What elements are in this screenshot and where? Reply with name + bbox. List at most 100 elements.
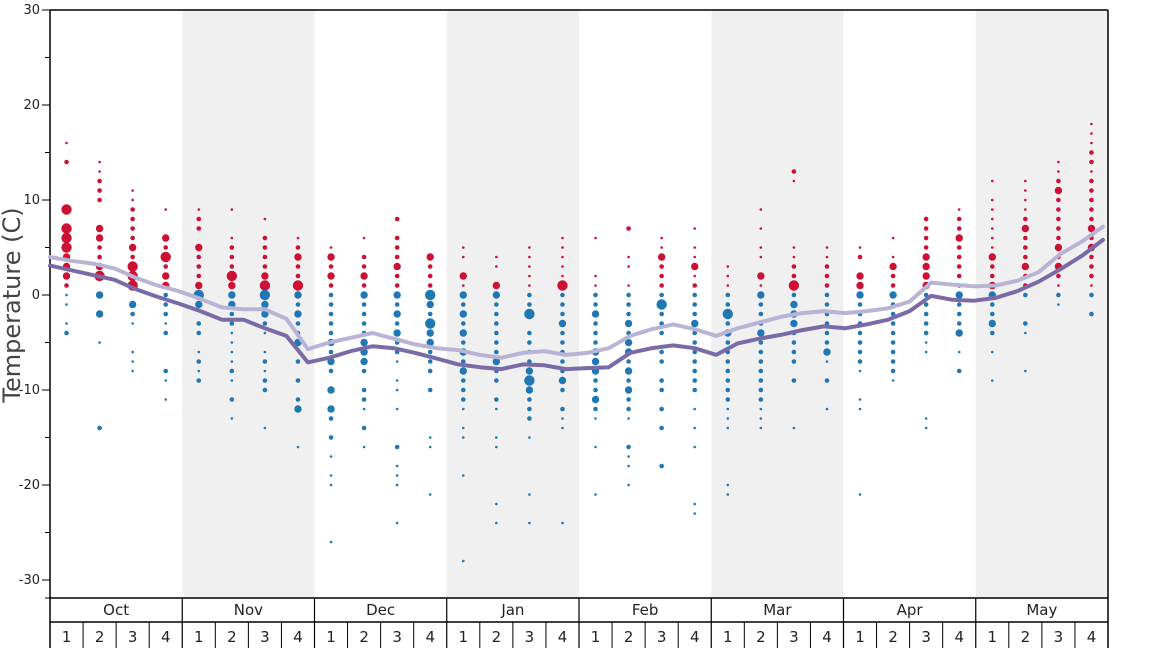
temp-dot-w16-283 (560, 330, 565, 336)
temp-dot-w9-136 (328, 292, 334, 298)
temp-dot-w1-9 (64, 283, 69, 288)
temp-dot-w17-304 (591, 357, 600, 366)
temp-dot-w21-391 (726, 417, 730, 420)
temp-dot-w21-386 (725, 368, 731, 374)
temp-dot-w29-513 (990, 198, 994, 202)
temp-dot-w4-47 (162, 234, 170, 242)
temp-dot-w21-375 (726, 265, 730, 268)
temp-dot-w6-79 (229, 245, 235, 250)
temp-dot-w17-299 (591, 310, 600, 318)
temp-dot-w19-338 (659, 264, 664, 269)
temp-dot-w23-426 (790, 319, 798, 328)
temp-dot-w29-528 (990, 350, 994, 354)
week-label-dec-2: 2 (359, 628, 369, 646)
temp-dot-w6-86 (229, 311, 235, 317)
temp-dot-w17-301 (593, 330, 598, 336)
week-label-mar-2: 2 (756, 628, 766, 646)
temp-dot-w22-405 (757, 329, 765, 337)
temp-dot-w21-383 (725, 340, 731, 345)
temp-dot-w1-8 (62, 272, 71, 280)
temp-dot-w18-331 (626, 444, 631, 450)
temp-dot-w11-187 (395, 379, 399, 382)
temp-dot-w21-379 (725, 302, 731, 307)
temp-dot-w8-114 (296, 236, 300, 240)
week-label-apr-3: 3 (921, 628, 931, 646)
week-label-jan-4: 4 (558, 628, 568, 646)
temp-dot-w2-17 (97, 188, 102, 193)
temp-dot-w5-70 (195, 300, 203, 309)
temp-dot-w29-529 (990, 379, 994, 382)
temp-dot-w3-35 (128, 243, 137, 252)
temp-dot-w19-348 (659, 378, 664, 383)
temp-dot-w14-238 (494, 311, 499, 317)
temp-dot-w23-428 (791, 340, 797, 345)
temp-dot-w11-174 (394, 245, 400, 250)
shade-may (975, 10, 1108, 598)
temp-dot-w30-544 (1024, 331, 1027, 335)
temp-dot-w8-128 (295, 397, 301, 402)
temp-dot-w18-328 (626, 397, 631, 402)
temp-dot-w32-579 (1090, 284, 1093, 287)
month-label-apr: Apr (897, 601, 924, 619)
temp-dot-w14-233 (495, 255, 498, 259)
temp-dot-w16-288 (558, 376, 567, 385)
week-label-jan-3: 3 (525, 628, 535, 646)
temp-dot-w8-118 (295, 273, 301, 279)
temp-dot-w25-463 (858, 493, 862, 496)
week-label-oct-3: 3 (128, 628, 138, 646)
temp-dot-w9-149 (329, 455, 333, 458)
temp-dot-w6-91 (230, 360, 234, 363)
temp-dot-w27-488 (923, 302, 929, 307)
temp-dot-w11-172 (394, 216, 400, 222)
temp-dot-w9-137 (328, 302, 334, 307)
temp-dot-w11-192 (395, 474, 399, 477)
temp-dot-w15-265 (524, 375, 535, 386)
temp-dot-w18-318 (626, 302, 631, 307)
temp-dot-w11-183 (393, 329, 401, 337)
temp-dot-w27-492 (924, 341, 928, 344)
temp-dot-w21-389 (725, 397, 731, 402)
temp-dot-w1-10 (65, 293, 68, 297)
temp-dot-w12-197 (427, 273, 433, 279)
plot-frame (49, 9, 1109, 598)
temp-dot-w12-198 (427, 283, 433, 288)
temp-dot-w31-548 (1056, 178, 1061, 184)
temp-dot-w12-204 (426, 338, 434, 347)
temp-dot-w21-376 (726, 274, 730, 278)
temp-dot-w25-461 (858, 398, 862, 401)
temp-dot-w14-241 (494, 340, 499, 345)
temp-dot-w22-412 (758, 397, 764, 402)
temp-dot-w24-436 (824, 273, 830, 279)
temp-dot-w18-322 (624, 338, 633, 347)
temp-dot-w7-100 (262, 264, 268, 269)
temp-dot-w6-87 (229, 321, 235, 326)
temp-dot-w15-252 (528, 246, 531, 249)
temp-dot-w8-127 (295, 378, 301, 383)
temp-dot-w13-228 (461, 407, 465, 411)
series-line-dark (48, 237, 1105, 372)
temp-dot-w28-511 (956, 368, 962, 374)
temp-dot-w15-258 (527, 302, 532, 307)
temp-dot-w18-317 (626, 292, 631, 298)
temperature-dots (61, 122, 1096, 563)
temp-dot-w10-157 (361, 283, 367, 288)
temp-dot-w9-134 (327, 272, 335, 280)
temp-dot-w19-342 (656, 299, 667, 310)
week-label-oct-4: 4 (161, 628, 171, 646)
temp-dot-w20-360 (692, 302, 698, 307)
temp-dot-w10-160 (361, 311, 367, 317)
temp-dot-w15-268 (527, 406, 532, 412)
temp-dot-w24-443 (824, 340, 830, 345)
temp-dot-w24-446 (824, 378, 830, 383)
temp-dot-w14-248 (495, 436, 498, 439)
temp-dot-w20-358 (692, 283, 698, 288)
temp-dot-w4-55 (163, 311, 169, 317)
temp-dot-w10-155 (361, 264, 367, 269)
temp-dot-w26-475 (890, 349, 896, 355)
temp-dot-w23-417 (792, 179, 796, 183)
temp-dot-w29-514 (990, 208, 994, 211)
temp-dot-w30-531 (1024, 189, 1027, 192)
temp-dot-w10-170 (361, 425, 367, 431)
temp-dot-w9-148 (328, 435, 334, 440)
temp-dot-w29-524 (989, 302, 995, 307)
